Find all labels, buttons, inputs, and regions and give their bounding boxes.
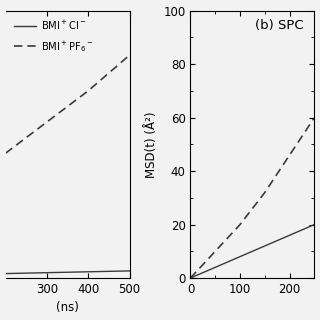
BMI$^+$Cl$^-$ — [4, 272, 7, 276]
BMI$^+$Cl$^-$ — [107, 269, 111, 273]
BMI$^+$Cl$^-$ — [45, 271, 49, 275]
X-axis label: (ns): (ns) — [56, 301, 79, 315]
Text: (b) SPC: (b) SPC — [255, 19, 304, 32]
BMI$^+$PF$_6$$^-$ — [4, 151, 7, 155]
BMI$^+$PF$_6$$^-$ — [107, 71, 111, 75]
BMI$^+$Cl$^-$ — [66, 270, 69, 274]
BMI$^+$PF$_6$$^-$ — [45, 120, 49, 124]
BMI$^+$PF$_6$$^-$ — [86, 89, 90, 93]
Line: BMI$^+$PF$_6$$^-$: BMI$^+$PF$_6$$^-$ — [5, 55, 130, 153]
BMI$^+$Cl$^-$ — [86, 270, 90, 274]
Y-axis label: MSD(t) (Å²): MSD(t) (Å²) — [145, 111, 158, 178]
Legend: BMI$^+$Cl$^-$, BMI$^+$PF$_6$$^-$: BMI$^+$Cl$^-$, BMI$^+$PF$_6$$^-$ — [11, 16, 96, 57]
Line: BMI$^+$Cl$^-$: BMI$^+$Cl$^-$ — [5, 271, 130, 274]
BMI$^+$Cl$^-$ — [128, 269, 132, 273]
BMI$^+$Cl$^-$ — [24, 271, 28, 275]
BMI$^+$PF$_6$$^-$ — [128, 53, 132, 57]
BMI$^+$PF$_6$$^-$ — [66, 104, 69, 108]
BMI$^+$PF$_6$$^-$ — [24, 136, 28, 140]
